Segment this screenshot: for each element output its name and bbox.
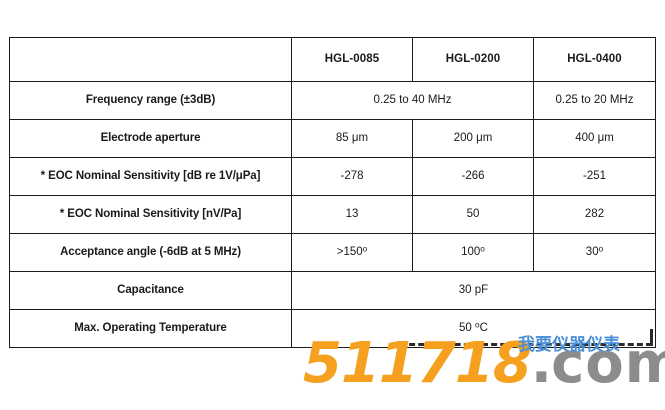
cell-eoc-sensitivity-nv-0085: 13 bbox=[291, 195, 413, 234]
row-label-eoc-sensitivity-nv: * EOC Nominal Sensitivity [nV/Pa] bbox=[9, 195, 292, 234]
table-row: Acceptance angle (-6dB at 5 MHz) >150o 1… bbox=[9, 233, 656, 272]
row-label-electrode-aperture: Electrode aperture bbox=[9, 119, 292, 158]
cell-acceptance-angle-0400: 30o bbox=[533, 233, 656, 272]
unit-text: C bbox=[479, 322, 488, 335]
table-row: Electrode aperture 85 μm 200 μm 400 μm bbox=[9, 119, 656, 158]
table-row: Max. Operating Temperature 50 oC bbox=[9, 309, 656, 348]
cell-eoc-sensitivity-nv-0200: 50 bbox=[412, 195, 534, 234]
cell-electrode-aperture-0085: 85 μm bbox=[291, 119, 413, 158]
cell-eoc-sensitivity-nv-0400: 282 bbox=[533, 195, 656, 234]
degree-symbol: o bbox=[480, 244, 485, 254]
cell-eoc-sensitivity-db-0200: -266 bbox=[412, 157, 534, 196]
specifications-table-container: HGL-0085 HGL-0200 HGL-0400 Frequency ran… bbox=[9, 37, 656, 348]
cell-eoc-sensitivity-db-0085: -278 bbox=[291, 157, 413, 196]
table-corner-cell bbox=[9, 37, 292, 82]
column-header-hgl-0200: HGL-0200 bbox=[412, 37, 534, 82]
value-text: 30 bbox=[585, 246, 599, 259]
degree-symbol: o bbox=[598, 244, 604, 254]
value-text: 100 bbox=[461, 246, 481, 259]
column-header-hgl-0085: HGL-0085 bbox=[291, 37, 413, 82]
value-text: 50 bbox=[459, 322, 476, 335]
row-label-frequency-range: Frequency range (±3dB) bbox=[9, 81, 292, 120]
cell-capacitance-all: 30 pF bbox=[291, 271, 656, 310]
table-row: Capacitance 30 pF bbox=[9, 271, 656, 310]
table-row: * EOC Nominal Sensitivity [nV/Pa] 13 50 … bbox=[9, 195, 656, 234]
cell-acceptance-angle-0200: 100o bbox=[412, 233, 534, 272]
row-label-acceptance-angle: Acceptance angle (-6dB at 5 MHz) bbox=[9, 233, 292, 272]
cell-eoc-sensitivity-db-0400: -251 bbox=[533, 157, 656, 196]
cell-acceptance-angle-0085: >150o bbox=[291, 233, 413, 272]
row-label-eoc-sensitivity-db: * EOC Nominal Sensitivity [dB re 1V/μPa] bbox=[9, 157, 292, 196]
cell-electrode-aperture-0200: 200 μm bbox=[412, 119, 534, 158]
cell-frequency-range-0400: 0.25 to 20 MHz bbox=[533, 81, 656, 120]
cell-max-operating-temperature-all: 50 oC bbox=[291, 309, 656, 348]
specifications-table: HGL-0085 HGL-0200 HGL-0400 Frequency ran… bbox=[9, 37, 656, 348]
degree-symbol: o bbox=[475, 320, 480, 330]
table-row: Frequency range (±3dB) 0.25 to 40 MHz 0.… bbox=[9, 81, 656, 120]
table-row: * EOC Nominal Sensitivity [dB re 1V/μPa]… bbox=[9, 157, 656, 196]
degree-symbol: o bbox=[362, 244, 368, 254]
table-header-row: HGL-0085 HGL-0200 HGL-0400 bbox=[9, 37, 656, 82]
cell-frequency-range-0085-0200: 0.25 to 40 MHz bbox=[291, 81, 534, 120]
row-label-capacitance: Capacitance bbox=[9, 271, 292, 310]
cell-electrode-aperture-0400: 400 μm bbox=[533, 119, 656, 158]
column-header-hgl-0400: HGL-0400 bbox=[533, 37, 656, 82]
value-text: >150 bbox=[336, 246, 363, 259]
row-label-max-operating-temperature: Max. Operating Temperature bbox=[9, 309, 292, 348]
